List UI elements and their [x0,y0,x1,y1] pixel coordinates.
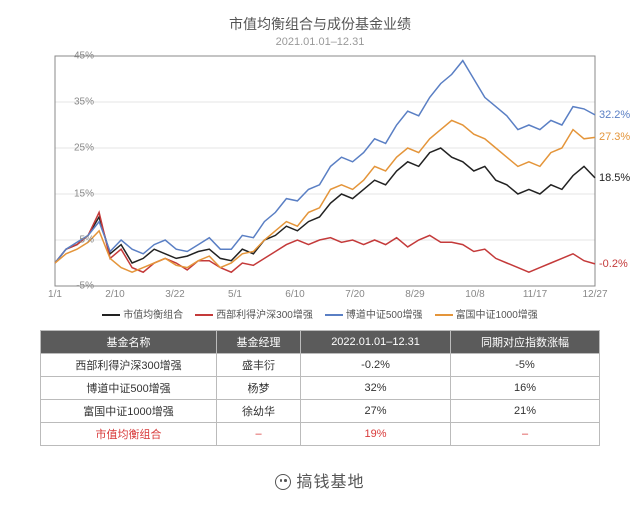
series-end-label: 18.5% [599,172,630,184]
series-end-label: -0.2% [599,258,628,270]
table-row: 西部利得沪深300增强盛丰衍-0.2%-5% [41,354,600,377]
table-cell: 19% [301,423,451,446]
legend-item: 市值均衡组合 [102,306,183,321]
x-tick-label: 1/1 [48,289,62,300]
table-cell: 杨梦 [217,377,301,400]
y-tick-label: 25% [54,143,94,154]
table-cell: 21% [451,400,600,423]
series-end-label: 32.2% [599,109,630,121]
table-row: 博道中证500增强杨梦32%16% [41,377,600,400]
table-cell: 西部利得沪深300增强 [41,354,217,377]
legend-label: 西部利得沪深300增强 [216,310,313,321]
footer-brand: 搞钱基地 [0,468,640,492]
table-cell: -0.2% [301,354,451,377]
x-tick-label: 12/27 [582,289,607,300]
legend-swatch [325,314,343,316]
x-tick-label: 10/8 [465,289,484,300]
y-tick-label: 35% [54,97,94,108]
table-cell: 富国中证1000增强 [41,400,217,423]
legend-swatch [435,314,453,316]
chart-subtitle: 2021.01.01–12.31 [0,36,640,48]
fund-table: 基金名称基金经理2022.01.01–12.31同期对应指数涨幅 西部利得沪深3… [40,330,600,446]
table-cell: 市值均衡组合 [41,423,217,446]
x-tick-label: 7/20 [345,289,364,300]
x-tick-label: 6/10 [285,289,304,300]
table-row: 富国中证1000增强徐幼华27%21% [41,400,600,423]
legend-label: 市值均衡组合 [123,310,183,321]
chart-title: 市值均衡组合与成份基金业绩 [0,0,640,34]
y-tick-label: 5% [54,235,94,246]
x-tick-label: 2/10 [105,289,124,300]
footer-text: 搞钱基地 [296,474,364,491]
series-end-label: 27.3% [599,131,630,143]
x-tick-label: 8/29 [405,289,424,300]
x-tick-label: 11/17 [523,289,547,300]
x-tick-label: 5/1 [228,289,242,300]
table-cell: 27% [301,400,451,423]
table-cell: 16% [451,377,600,400]
table-header-cell: 基金名称 [41,331,217,354]
y-tick-label: 15% [54,189,94,200]
chart-svg [55,56,595,286]
brand-icon [275,474,291,490]
table-cell: -5% [451,354,600,377]
table-cell: – [217,423,301,446]
table-header-cell: 同期对应指数涨幅 [451,331,600,354]
table-cell: 盛丰衍 [217,354,301,377]
y-tick-label: 45% [54,51,94,62]
table-header-cell: 2022.01.01–12.31 [301,331,451,354]
table-header-cell: 基金经理 [217,331,301,354]
x-tick-label: 3/22 [165,289,184,300]
legend-label: 富国中证1000增强 [456,310,538,321]
legend: 市值均衡组合 西部利得沪深300增强 博道中证500增强 富国中证1000增强 [0,306,640,321]
legend-item: 西部利得沪深300增强 [195,306,313,321]
table-cell: 32% [301,377,451,400]
legend-item: 富国中证1000增强 [435,306,538,321]
table-cell: – [451,423,600,446]
line-chart [55,56,595,286]
legend-swatch [195,314,213,316]
legend-swatch [102,314,120,316]
portfolio-row: 市值均衡组合–19%– [41,423,600,446]
table-cell: 徐幼华 [217,400,301,423]
legend-label: 博道中证500增强 [346,310,423,321]
legend-item: 博道中证500增强 [325,306,423,321]
table-cell: 博道中证500增强 [41,377,217,400]
